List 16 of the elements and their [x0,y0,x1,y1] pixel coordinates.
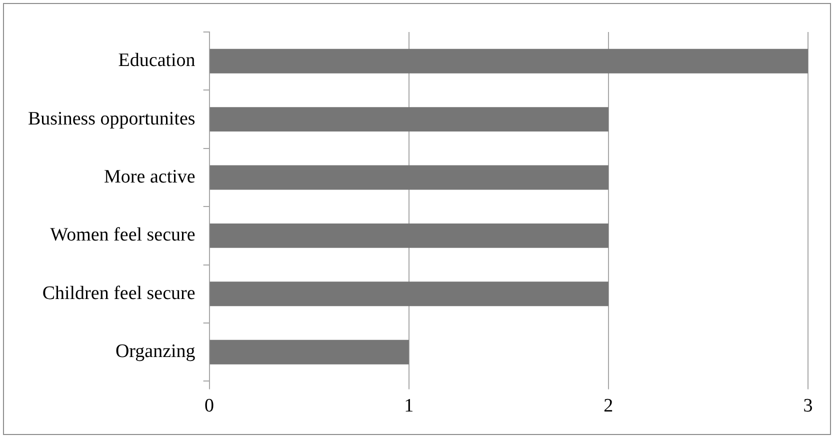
bar [210,223,608,248]
y-tick-label: Organzing [115,341,196,362]
x-tick-label: 2 [604,396,614,417]
y-tick-label: Education [118,50,196,72]
bar [210,340,409,364]
y-tick-label: More active [104,166,196,188]
x-tick-label: 3 [803,396,813,417]
y-tick-label: Women feel secure [50,224,196,246]
bar [210,107,608,132]
y-tick-label: Business opportunites [28,108,196,130]
x-tick-label: 0 [204,396,214,417]
bar [210,282,608,306]
x-tick-label: 1 [404,396,414,417]
bar [210,165,608,190]
bar [210,48,808,74]
y-tick-label: Children feel secure [42,282,196,304]
